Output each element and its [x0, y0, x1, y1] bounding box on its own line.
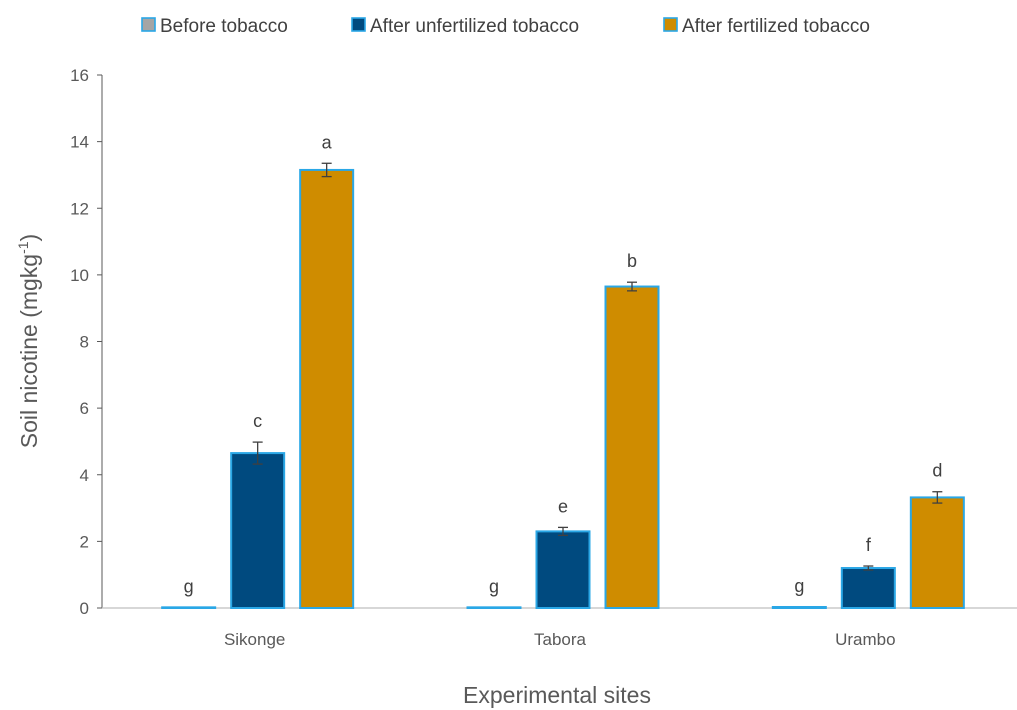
y-tick-label: 12: [70, 199, 89, 218]
category-label-tabora: Tabora: [534, 630, 587, 649]
legend: Before tobacco After unfertilized tobacco…: [141, 16, 870, 37]
bar-sikonge-series-3: [299, 168, 355, 610]
bars: [161, 168, 965, 610]
significance-label: d: [932, 461, 942, 481]
y-tick-label: 14: [70, 133, 89, 152]
bar-tabora-series-3: [604, 285, 660, 609]
significance-label: a: [322, 132, 333, 152]
y-tick-label: 6: [80, 399, 89, 418]
bar-tabora-series-1: [466, 606, 522, 609]
y-axis-title: Soil nicotine (mgkg-1): [15, 234, 42, 448]
significance-labels: g c a g e b g f d: [184, 132, 943, 596]
bar-urambo-series-1: [771, 606, 827, 609]
y-axis: 0 2 4 6 8 10 12 14 16: [70, 66, 103, 618]
significance-label: g: [794, 576, 804, 596]
y-tick-label: 2: [80, 532, 89, 551]
y-tick-label: 16: [70, 66, 89, 85]
category-label-sikonge: Sikonge: [224, 630, 285, 649]
legend-swatch-2: [351, 17, 366, 32]
significance-label: c: [253, 411, 262, 431]
legend-entry-1: Before tobacco: [160, 16, 288, 37]
y-tick-label: 10: [70, 266, 89, 285]
bar-sikonge-series-2: [230, 452, 286, 609]
y-tick-label: 8: [80, 333, 89, 352]
y-tick-label: 0: [80, 599, 89, 618]
legend-swatch-1: [141, 17, 156, 32]
category-labels: Sikonge Tabora Urambo: [224, 630, 896, 649]
y-axis-title-text: Soil nicotine (mgkg: [16, 254, 42, 448]
legend-entry-3: After fertilized tobacco: [682, 16, 870, 37]
category-label-urambo: Urambo: [835, 630, 895, 649]
bar-sikonge-series-1: [161, 606, 217, 609]
legend-entry-2: After unfertilized tobacco: [370, 16, 579, 37]
significance-label: e: [558, 496, 568, 516]
y-tick-label: 4: [80, 466, 89, 485]
x-axis-title: Experimental sites: [463, 682, 651, 708]
significance-label: g: [489, 576, 499, 596]
y-axis-title-superscript: -1: [15, 241, 31, 254]
significance-label: b: [627, 251, 637, 271]
bar-urambo-series-2: [840, 567, 896, 610]
y-axis-title-close: ): [16, 234, 42, 242]
significance-label: f: [866, 535, 872, 555]
bar-tabora-series-2: [535, 530, 591, 609]
error-bars: [252, 162, 943, 571]
legend-swatch-3: [663, 17, 678, 32]
significance-label: g: [184, 576, 194, 596]
bar-urambo-series-3: [909, 496, 965, 609]
